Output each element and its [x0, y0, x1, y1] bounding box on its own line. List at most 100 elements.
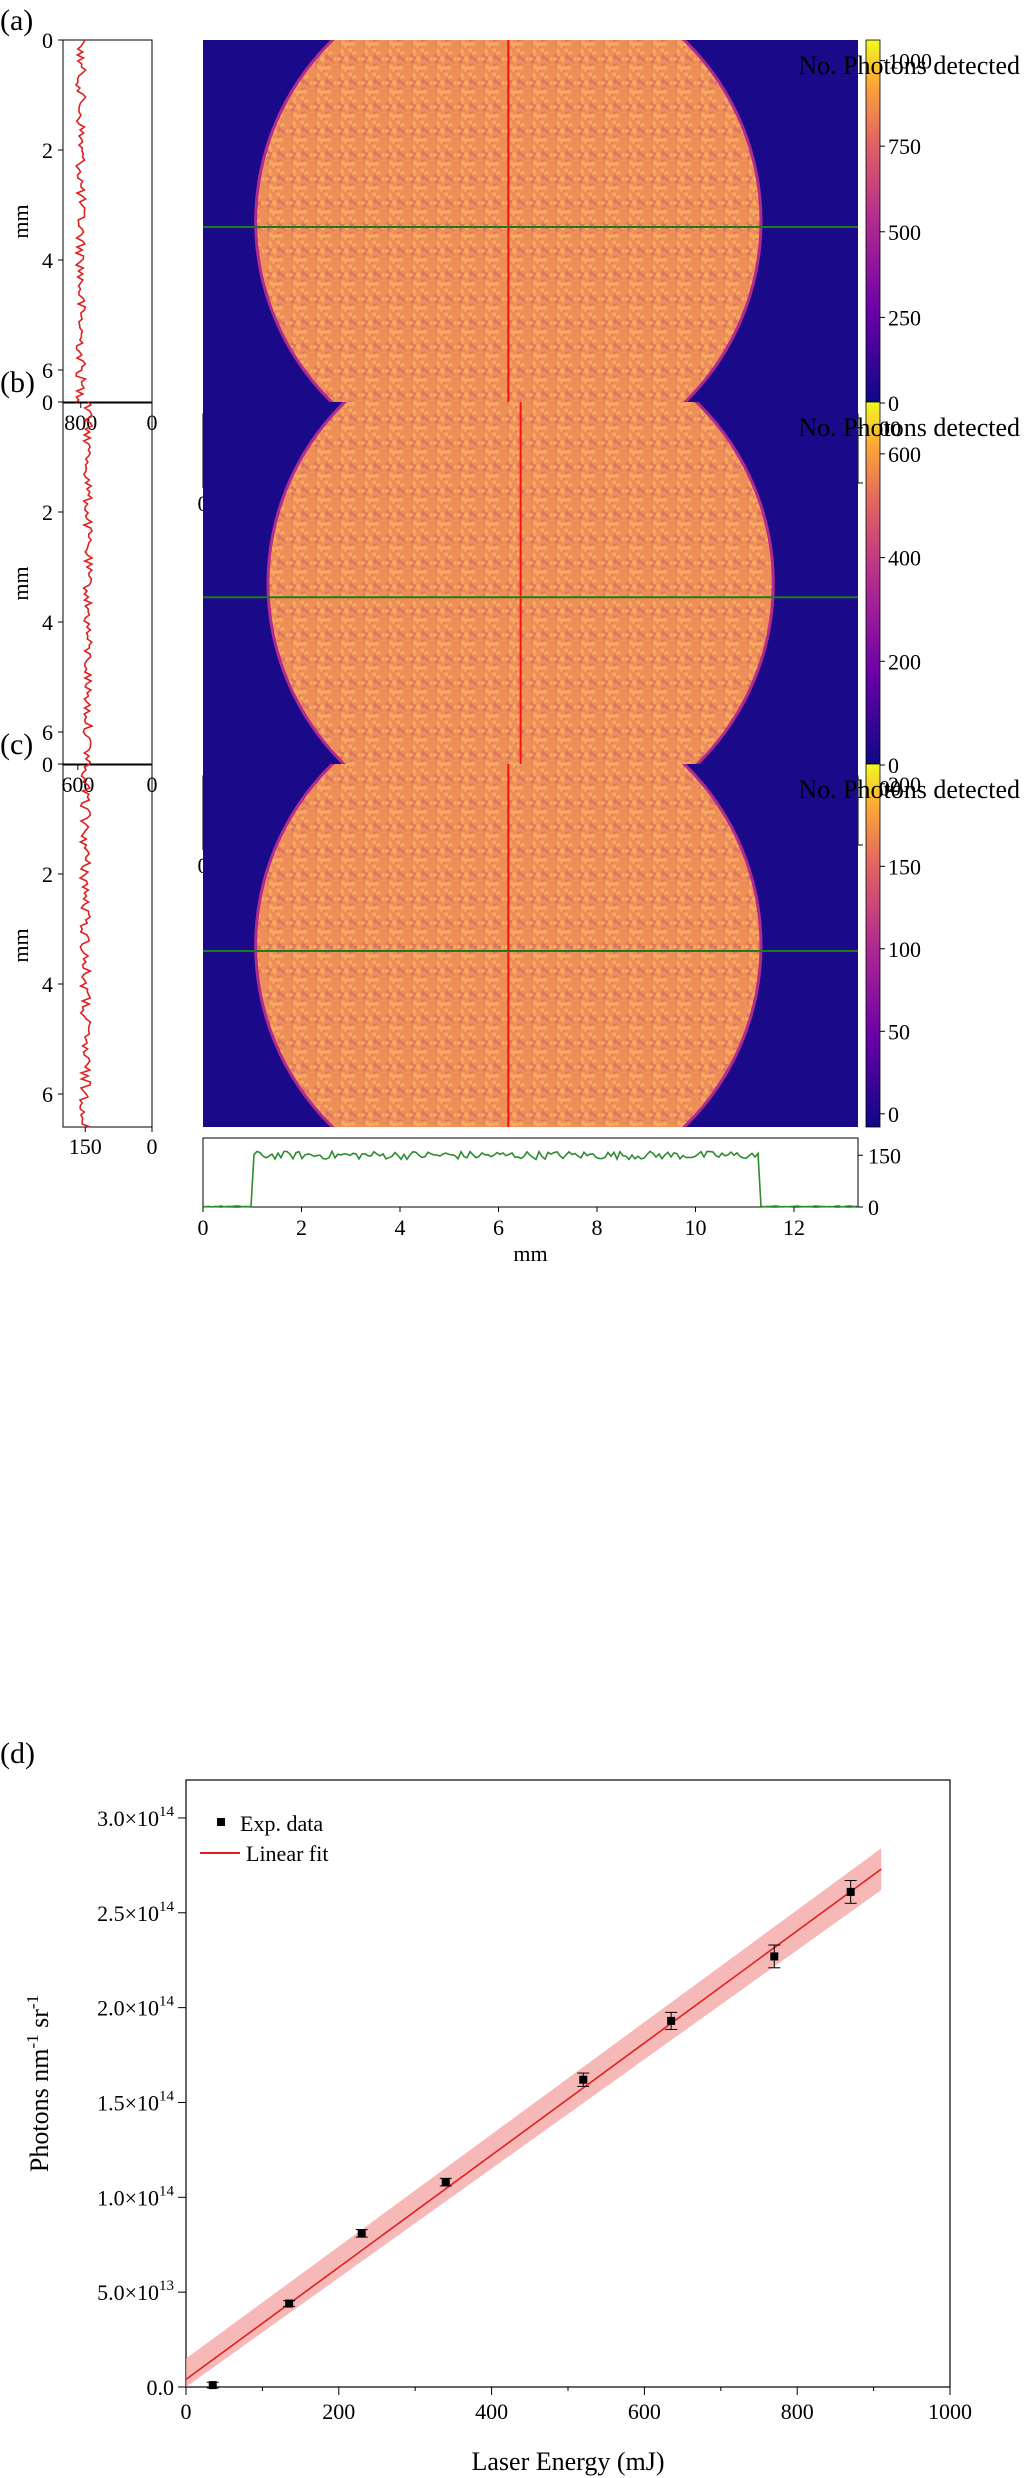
x-tick-label: 200 [322, 2399, 355, 2424]
y-tick-mantissa: 2.5×10 [97, 1901, 159, 1926]
y-tick-label: 6 [42, 358, 53, 383]
colorbar-tick-label: 100 [888, 937, 921, 962]
heatmap-panel: (c)No. Photons detected0501001502000246m… [0, 728, 1020, 1266]
y-label-mid: sr [25, 2009, 54, 2035]
x-tick-label: 8 [591, 1215, 602, 1240]
data-point [357, 2229, 366, 2238]
colorbar-tick-label: 200 [888, 649, 921, 674]
y-axis-label: mm [8, 204, 33, 238]
y-tick-mantissa: 2.0×10 [97, 1996, 159, 2021]
y-tick-label: 2.0×1014 [97, 1994, 174, 2021]
colorbar [865, 763, 881, 1128]
vertical-profile-frame [62, 39, 153, 404]
data-point [846, 1887, 855, 1896]
colorbar-title: No. Photons detected [798, 51, 1020, 80]
x-tick-label: 400 [475, 2399, 508, 2424]
panel-label: (c) [0, 728, 33, 761]
y-tick-label: 3.0×1014 [97, 1804, 174, 1831]
y-tick-label: 2 [42, 138, 53, 163]
colorbar-title: No. Photons detected [798, 413, 1020, 442]
vertical-profile-line [81, 401, 94, 766]
y-tick-mantissa: 0.0 [147, 2375, 175, 2400]
x-tick-label: 0 [198, 1215, 209, 1240]
y-tick-mantissa: 1.0×10 [97, 2185, 159, 2210]
x-axis-label: mm [513, 1241, 547, 1266]
y-tick-exponent: 13 [159, 2278, 174, 2294]
horizontal-profile-line [202, 1149, 858, 1208]
colorbar-tick-label: 600 [888, 442, 921, 467]
y-axis-label: mm [8, 928, 33, 962]
panel-label: (b) [0, 366, 35, 399]
legend-marker-data [217, 1818, 225, 1826]
profile-x-tick-label: 150 [69, 1134, 102, 1159]
y-tick-exponent: 14 [159, 1994, 175, 2010]
legend-label: Linear fit [246, 1841, 328, 1866]
linear-fit-line [185, 1868, 882, 2381]
x-tick-label: 4 [394, 1215, 405, 1240]
x-tick-label: 1000 [928, 2399, 972, 2424]
colorbar-tick-label: 250 [888, 305, 921, 330]
x-tick-label: 600 [628, 2399, 661, 2424]
y-tick-label: 1.0×1014 [97, 2183, 174, 2210]
data-point [770, 1952, 779, 1961]
y-axis-label: mm [8, 566, 33, 600]
colorbar [865, 401, 881, 766]
heatmap-image [203, 402, 858, 765]
y-tick-exponent: 14 [159, 2183, 175, 2199]
heatmap-panel: (b)No. Photons detected02004006000246mm6… [0, 366, 1020, 904]
profile-x-tick-label: 600 [61, 772, 94, 797]
legend-label: Exp. data [240, 1811, 323, 1836]
y-tick-label: 0.0 [147, 2375, 175, 2400]
y-tick-label: 6 [42, 720, 53, 745]
y-label-main: Photons nm [25, 2049, 54, 2173]
x-tick-label: 10 [684, 1215, 706, 1240]
data-point [441, 2178, 450, 2187]
y-tick-label: 2.5×1014 [97, 1899, 174, 1926]
y-tick-label: 4 [42, 248, 53, 273]
vertical-profile-frame [62, 401, 153, 766]
y-label-sup: -1 [23, 1995, 42, 2009]
y-tick-label: 4 [42, 972, 53, 997]
colorbar-tick-label: 1000 [888, 49, 932, 74]
vertical-profile-line [78, 763, 93, 1128]
y-axis-label: Photons nm-1 sr-1 [23, 1995, 54, 2172]
y-tick-label: 6 [42, 1082, 53, 1107]
colorbar-tick-label: 500 [888, 220, 921, 245]
x-tick-label: 800 [781, 2399, 814, 2424]
y-tick-mantissa: 3.0×10 [97, 1806, 159, 1831]
colorbar-title: No. Photons detected [798, 775, 1020, 804]
profile-x-tick-label: 0 [147, 1134, 158, 1159]
heatmap-image [203, 764, 858, 1127]
colorbar-tick-label: 750 [888, 134, 921, 159]
x-tick-label: 0 [181, 2399, 192, 2424]
colorbar-tick-label: 0 [888, 391, 899, 416]
panel-label: (d) [0, 1737, 35, 1770]
y-tick-label: 0 [42, 28, 53, 53]
y-tick-exponent: 14 [159, 1899, 175, 1915]
y-tick-exponent: 14 [159, 1804, 175, 1820]
panel-label: (a) [0, 4, 33, 37]
data-point [667, 2016, 676, 2025]
y-tick-label: 1.5×1014 [97, 2088, 174, 2115]
y-tick-label: 0 [42, 390, 53, 415]
colorbar-tick-label: 50 [888, 1019, 910, 1044]
vertical-profile-line [74, 39, 88, 404]
heatmap-image [203, 40, 858, 403]
x-axis-label: Laser Energy (mJ) [471, 2447, 664, 2476]
colorbar-tick-label: 400 [888, 546, 921, 571]
x-tick-label: 2 [296, 1215, 307, 1240]
colorbar-tick-label: 0 [888, 1102, 899, 1127]
profile-x-tick-label: 800 [64, 410, 97, 435]
y-tick-mantissa: 1.5×10 [97, 2090, 159, 2115]
heatmap-panel: (a)No. Photons detected02505007501000024… [0, 4, 1020, 542]
profile-y-tick-label: 0 [868, 1195, 879, 1220]
vertical-profile-frame [62, 763, 153, 1128]
y-tick-label: 0 [42, 752, 53, 777]
y-tick-label: 2 [42, 500, 53, 525]
y-tick-label: 2 [42, 862, 53, 887]
y-tick-mantissa: 5.0×10 [97, 2280, 159, 2305]
colorbar [865, 39, 881, 404]
colorbar-tick-label: 0 [888, 753, 899, 778]
colorbar-tick-label: 200 [888, 772, 921, 797]
